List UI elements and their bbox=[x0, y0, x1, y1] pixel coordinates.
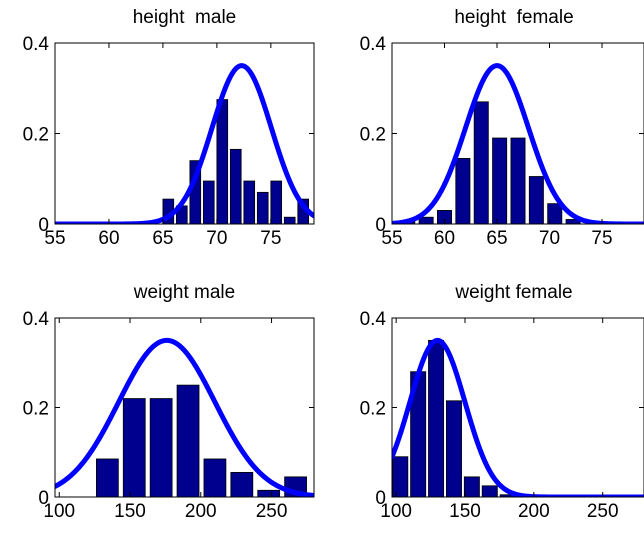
chart-3-y-tick-label: 0.2 bbox=[360, 399, 386, 420]
chart-1-x-tick-label: 55 bbox=[381, 228, 402, 249]
chart-2-plot-area bbox=[55, 337, 314, 497]
chart-0-x-tick-label: 55 bbox=[44, 228, 65, 249]
chart-3-bar bbox=[428, 339, 445, 497]
chart-0-y-tick-label: 0 bbox=[38, 215, 49, 236]
chart-0-panel: 55 60 65 70 75 0 0.2 0.4 height male bbox=[23, 7, 315, 249]
chart-2-x-tick-label: 150 bbox=[114, 501, 146, 522]
chart-3-bar bbox=[463, 476, 480, 497]
chart-0-fit-curve bbox=[55, 63, 314, 224]
chart-1-x-tick-label: 70 bbox=[539, 228, 560, 249]
chart-0-bar bbox=[229, 148, 242, 224]
chart-1-bar bbox=[510, 137, 526, 224]
chart-2-bar bbox=[230, 471, 254, 497]
chart-1-x-tick-label: 60 bbox=[434, 228, 455, 249]
chart-0-bar bbox=[216, 99, 229, 224]
chart-1-y-tick-label: 0.2 bbox=[360, 125, 386, 146]
chart-1-x-tick-label: 65 bbox=[486, 228, 507, 249]
chart-0-bar bbox=[202, 180, 215, 224]
chart-0-x-tick-label: 75 bbox=[260, 228, 281, 249]
chart-1-title: height female bbox=[454, 7, 573, 28]
chart-0-bar bbox=[243, 180, 256, 224]
chart-3-title: weight female bbox=[454, 282, 572, 303]
chart-1-bar bbox=[455, 157, 471, 224]
chart-0-plot-area bbox=[55, 63, 314, 224]
chart-2-bar bbox=[95, 458, 119, 497]
chart-0-y-tick-label: 0.2 bbox=[23, 125, 49, 146]
chart-3-x-tick-label: 200 bbox=[518, 501, 550, 522]
chart-0-y-tick-label: 0.4 bbox=[23, 34, 50, 55]
chart-1-bar bbox=[528, 176, 544, 224]
chart-2-y-tick-label: 0 bbox=[38, 488, 49, 509]
chart-2-y-tick-label: 0.2 bbox=[23, 399, 49, 420]
chart-1-bar bbox=[437, 210, 452, 224]
chart-1-y-tick-label: 0.4 bbox=[360, 34, 387, 55]
chart-0-bar bbox=[256, 191, 269, 224]
chart-2-title: weight male bbox=[133, 282, 235, 303]
chart-1-bar bbox=[473, 101, 489, 224]
chart-2-bar bbox=[203, 458, 227, 497]
chart-0-x-tick-label: 65 bbox=[152, 228, 173, 249]
chart-3-bar bbox=[445, 400, 462, 497]
chart-3-bar bbox=[481, 485, 498, 497]
chart-1-x-tick-label: 75 bbox=[591, 228, 612, 249]
chart-1-panel: 55 60 65 70 75 0 0.2 0.4 height female bbox=[360, 7, 644, 249]
chart-2-bar bbox=[122, 398, 146, 497]
chart-2-bar bbox=[149, 398, 173, 497]
chart-2-x-tick-label: 100 bbox=[43, 501, 75, 522]
chart-3-y-tick-label: 0 bbox=[375, 488, 386, 509]
chart-2-bar bbox=[176, 384, 200, 497]
chart-2-x-tick-label: 250 bbox=[256, 501, 288, 522]
chart-0-x-tick-label: 70 bbox=[206, 228, 227, 249]
chart-3-plot-area bbox=[392, 337, 644, 497]
chart-1-y-tick-label: 0 bbox=[375, 215, 386, 236]
chart-3-x-tick-label: 250 bbox=[587, 501, 619, 522]
chart-3-bar bbox=[392, 456, 409, 497]
chart-0-bar bbox=[283, 216, 296, 224]
chart-3-fit-curve bbox=[392, 337, 644, 497]
chart-3-x-tick-label: 100 bbox=[380, 501, 412, 522]
chart-2-bar bbox=[257, 489, 281, 497]
chart-0-bar bbox=[270, 180, 283, 224]
chart-3-y-tick-label: 0.4 bbox=[360, 309, 387, 330]
chart-2-panel: 100 150 200 250 0 0.2 0.4 weight male bbox=[23, 282, 315, 522]
chart-3-x-tick-label: 150 bbox=[449, 501, 481, 522]
subplot-grid: 55 60 65 70 75 0 0.2 0.4 height male 55 60 65 70 75 0 0… bbox=[23, 7, 644, 522]
chart-2-y-tick-label: 0.4 bbox=[23, 309, 50, 330]
chart-3-panel: 100 150 200 250 0 0.2 0.4 weight female bbox=[360, 282, 644, 522]
chart-0-title: height male bbox=[133, 7, 237, 28]
chart-2-x-tick-label: 200 bbox=[185, 501, 217, 522]
chart-2-fit-curve bbox=[55, 337, 314, 497]
chart-1-bar bbox=[492, 137, 508, 224]
chart-0-x-tick-label: 60 bbox=[98, 228, 119, 249]
